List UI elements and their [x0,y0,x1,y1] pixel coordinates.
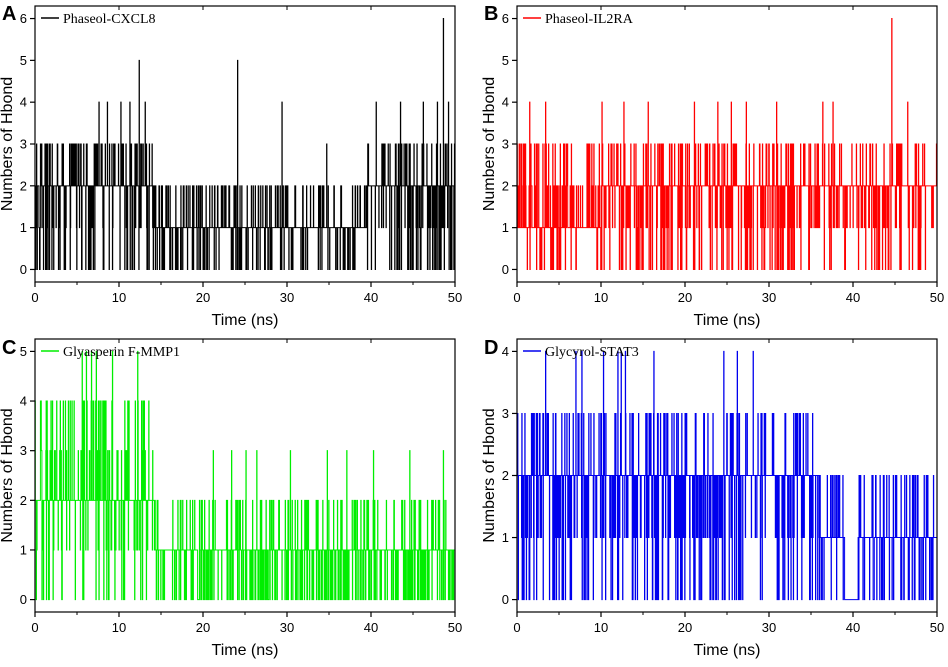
x-tick-label: 10 [594,620,608,635]
y-tick-label: 6 [502,11,509,26]
x-tick-label: 30 [762,290,776,305]
y-tick-label: 3 [20,443,27,458]
y-tick-label: 2 [502,178,509,193]
x-tick-label: 20 [678,290,692,305]
y-tick-label: 1 [20,542,27,557]
series-line-d [517,350,937,601]
x-tick-label: 10 [112,620,126,635]
y-axis-title: Numbers of Hbond [0,408,16,542]
x-tick-label: 40 [846,620,860,635]
y-tick-label: 1 [20,220,27,235]
y-tick-label: 4 [502,95,509,110]
x-tick-label: 40 [364,620,378,635]
legend: Glyasperin F-MMP1 [41,345,180,360]
x-tick-label: 30 [762,620,776,635]
panel-c: 0 10 20 30 40 50 0 1 2 3 4 5 Time (ns) Numbers of Hbo… [0,337,462,659]
y-tick-label: 3 [502,137,509,152]
x-axis-title: Time (ns) [212,642,279,659]
y-tick-label: 4 [20,394,27,409]
x-tick-label: 30 [280,290,294,305]
y-tick-label: 5 [502,53,509,68]
x-tick-label: 50 [448,620,462,635]
series-line-a [34,18,456,270]
y-tick-label: 4 [20,95,27,110]
panel-a: 0 10 20 30 40 50 0 1 2 3 4 5 6 Time (ns) Numbers of Hb… [0,3,462,329]
y-tick-label: 1 [502,220,509,235]
legend-label: Phaseol-CXCL8 [63,12,156,27]
x-tick-label: 20 [678,620,692,635]
y-tick-label: 2 [20,493,27,508]
y-axis-title: Numbers of Hbond [481,77,498,211]
x-tick-label: 0 [513,290,520,305]
legend: Phaseol-CXCL8 [41,12,156,27]
x-axis-title: Time (ns) [212,312,279,329]
series-line-b [516,18,938,270]
x-tick-label: 50 [930,290,944,305]
x-tick-label: 0 [513,620,520,635]
x-tick-label: 0 [31,620,38,635]
y-tick-label: 2 [502,468,509,483]
panel-letter: D [484,337,498,359]
y-axis-title: Numbers of Hbond [0,77,16,211]
y-tick-label: 5 [20,53,27,68]
x-tick-label: 50 [930,620,944,635]
y-tick-label: 0 [20,592,27,607]
legend-label: Glyasperin F-MMP1 [63,345,180,360]
panel-letter: A [2,3,16,25]
y-tick-label: 2 [20,178,27,193]
x-tick-label: 30 [280,620,294,635]
legend: Glycyrol-STAT3 [523,345,639,360]
panel-b: 0 10 20 30 40 50 0 1 2 3 4 5 6 Time (ns) Numbers of Hb… [481,3,944,329]
y-tick-label: 4 [502,344,509,359]
panel-letter: C [2,337,16,359]
x-axis-title: Time (ns) [694,642,761,659]
x-tick-label: 0 [31,290,38,305]
panel-letter: B [484,3,498,25]
y-tick-label: 0 [20,262,27,277]
y-tick-label: 5 [20,344,27,359]
x-tick-label: 20 [196,620,210,635]
y-axis-title: Numbers of Hbond [481,408,498,542]
legend: Phaseol-IL2RA [523,12,634,27]
legend-label: Phaseol-IL2RA [545,12,634,27]
y-tick-label: 0 [502,262,509,277]
x-tick-label: 20 [196,290,210,305]
y-tick-label: 6 [20,11,27,26]
y-tick-label: 3 [20,137,27,152]
y-tick-label: 0 [502,592,509,607]
x-tick-label: 50 [448,290,462,305]
y-tick-label: 3 [502,406,509,421]
y-tick-label: 1 [502,530,509,545]
x-tick-label: 40 [846,290,860,305]
x-axis-title: Time (ns) [694,312,761,329]
x-tick-label: 40 [364,290,378,305]
x-tick-label: 10 [112,290,126,305]
series-line-c [34,350,455,601]
legend-label: Glycyrol-STAT3 [545,345,639,360]
x-tick-label: 10 [594,290,608,305]
panel-d: 0 10 20 30 40 50 0 1 2 3 4 Time (ns) Numbers of Hbon… [481,337,944,659]
